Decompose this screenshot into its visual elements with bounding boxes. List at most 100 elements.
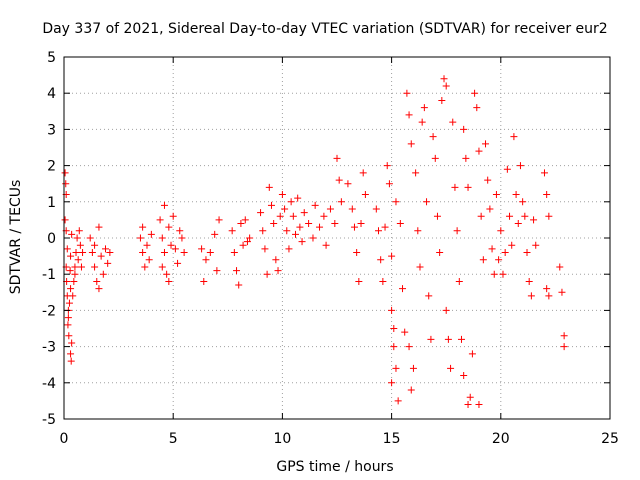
data-point xyxy=(348,205,356,213)
data-point xyxy=(412,169,420,177)
data-point xyxy=(294,194,302,202)
data-point xyxy=(136,234,144,242)
data-point xyxy=(471,89,479,97)
data-point xyxy=(270,220,278,228)
data-point xyxy=(267,201,275,209)
data-point xyxy=(390,343,398,351)
data-point xyxy=(433,212,441,220)
data-point xyxy=(506,212,514,220)
y-tick-label: 4 xyxy=(47,86,56,102)
data-point xyxy=(449,118,457,126)
data-point xyxy=(361,191,369,199)
data-point xyxy=(69,292,77,300)
data-point xyxy=(62,180,70,188)
data-point xyxy=(381,223,389,231)
data-point xyxy=(390,325,398,332)
data-points xyxy=(61,75,568,409)
data-point xyxy=(180,248,188,256)
data-point xyxy=(499,270,507,278)
data-point xyxy=(243,238,251,246)
data-point xyxy=(385,180,393,188)
data-point xyxy=(289,212,297,220)
data-point xyxy=(213,267,221,275)
data-point xyxy=(379,277,387,285)
data-point xyxy=(71,270,79,278)
data-point xyxy=(409,364,417,372)
data-point xyxy=(259,227,267,235)
data-point xyxy=(145,256,153,264)
data-point xyxy=(97,252,105,260)
data-point xyxy=(99,270,107,278)
data-point xyxy=(158,234,166,242)
data-point xyxy=(171,245,179,253)
data-point xyxy=(525,277,533,285)
data-point xyxy=(490,270,498,278)
data-point xyxy=(357,220,365,228)
y-tick-label: -2 xyxy=(42,303,56,319)
data-point xyxy=(64,321,72,329)
data-point xyxy=(372,205,380,213)
data-point xyxy=(61,169,69,177)
y-tick-label: 3 xyxy=(47,122,56,138)
data-point xyxy=(165,277,173,285)
data-point xyxy=(521,212,529,220)
data-point xyxy=(451,183,459,191)
data-point xyxy=(241,216,249,224)
data-point xyxy=(405,343,413,351)
data-point xyxy=(460,125,468,133)
data-point xyxy=(160,248,168,256)
data-point xyxy=(263,270,271,278)
data-point xyxy=(560,332,568,340)
data-point xyxy=(374,227,382,235)
data-point xyxy=(473,104,481,112)
data-point xyxy=(558,288,566,296)
data-point xyxy=(431,154,439,162)
data-point xyxy=(388,379,396,387)
data-point xyxy=(163,270,171,278)
data-point xyxy=(76,241,84,249)
data-point xyxy=(543,285,551,293)
data-point xyxy=(68,230,76,238)
data-point xyxy=(475,401,483,409)
data-point xyxy=(560,343,568,351)
data-point xyxy=(532,241,540,249)
data-point xyxy=(316,223,324,231)
data-point xyxy=(442,306,450,314)
chart-title: Day 337 of 2021, Sidereal Day-to-day VTE… xyxy=(42,21,607,37)
data-point xyxy=(64,314,72,322)
data-point xyxy=(388,252,396,260)
data-point xyxy=(394,397,402,405)
data-point xyxy=(460,372,468,380)
data-point xyxy=(139,223,147,231)
data-point xyxy=(61,216,69,224)
data-point xyxy=(403,89,411,97)
data-point xyxy=(70,277,78,285)
data-point xyxy=(326,205,334,213)
data-point xyxy=(156,216,164,224)
data-point xyxy=(359,169,367,177)
data-point xyxy=(79,248,87,256)
data-point xyxy=(353,248,361,256)
data-point xyxy=(392,364,400,372)
data-point xyxy=(300,209,308,217)
data-point xyxy=(407,140,415,148)
data-point xyxy=(230,248,238,256)
data-point xyxy=(444,335,452,343)
data-point xyxy=(67,252,75,260)
data-point xyxy=(257,209,265,217)
data-point xyxy=(486,205,494,213)
data-point xyxy=(281,205,289,213)
data-point xyxy=(420,104,428,112)
data-point xyxy=(298,238,306,246)
data-point xyxy=(495,256,503,264)
data-point xyxy=(91,241,99,249)
data-point xyxy=(337,198,345,206)
data-point xyxy=(200,277,208,285)
data-point xyxy=(512,191,520,199)
data-point xyxy=(139,248,147,256)
data-point xyxy=(95,223,103,231)
data-point xyxy=(67,285,75,293)
data-point xyxy=(545,212,553,220)
